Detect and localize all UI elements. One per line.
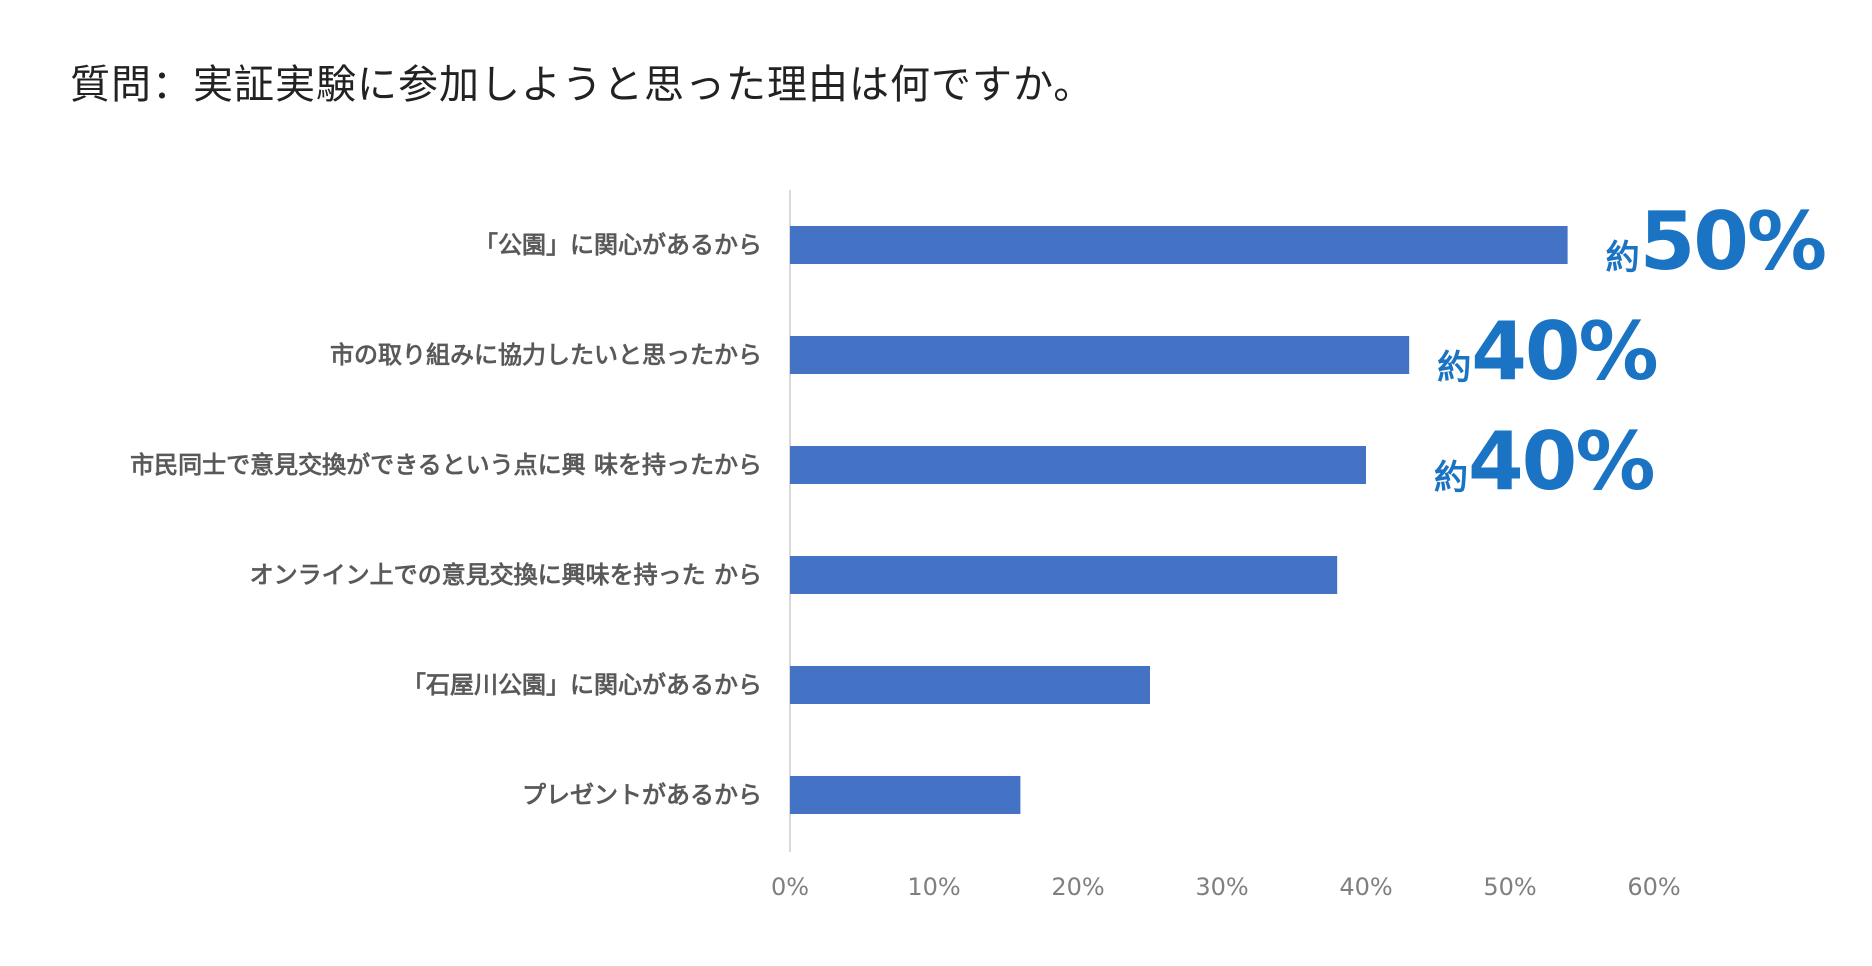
bar bbox=[790, 776, 1021, 814]
value-annotation: 約50% bbox=[1606, 195, 1825, 288]
page-title: 質問：実証実験に参加しようと思った理由は何ですか。 bbox=[70, 62, 1095, 108]
x-tick-label: 40% bbox=[1339, 873, 1392, 901]
bar bbox=[790, 446, 1366, 484]
bar bbox=[790, 666, 1150, 704]
x-tick-label: 10% bbox=[907, 873, 960, 901]
x-tick-label: 0% bbox=[771, 873, 809, 901]
category-label: プレゼントがあるから bbox=[522, 781, 762, 809]
bar bbox=[790, 226, 1568, 264]
annotation-value: 50% bbox=[1640, 195, 1825, 288]
value-annotation: 約40% bbox=[1434, 415, 1653, 508]
x-tick-label: 30% bbox=[1195, 873, 1248, 901]
annotation-value: 40% bbox=[1468, 415, 1653, 508]
value-annotation: 約40% bbox=[1437, 305, 1656, 398]
annotation-prefix: 約 bbox=[1434, 458, 1468, 498]
x-tick-label: 50% bbox=[1483, 873, 1536, 901]
x-tick-label: 60% bbox=[1627, 873, 1680, 901]
category-label: 「石屋川公園」に関心があるから bbox=[402, 671, 762, 699]
bar bbox=[790, 556, 1338, 594]
bar bbox=[790, 336, 1410, 374]
x-tick-label: 20% bbox=[1051, 873, 1104, 901]
category-label: 市民同士で意見交換ができるという点に興 味を持ったから bbox=[130, 451, 762, 479]
category-label: 「公園」に関心があるから bbox=[474, 231, 762, 259]
annotation-prefix: 約 bbox=[1606, 238, 1640, 278]
category-label: 市の取り組みに協力したいと思ったから bbox=[330, 341, 762, 369]
annotation-value: 40% bbox=[1471, 305, 1656, 398]
category-label: オンライン上での意見交換に興味を持った から bbox=[250, 561, 762, 589]
annotation-prefix: 約 bbox=[1437, 348, 1471, 388]
